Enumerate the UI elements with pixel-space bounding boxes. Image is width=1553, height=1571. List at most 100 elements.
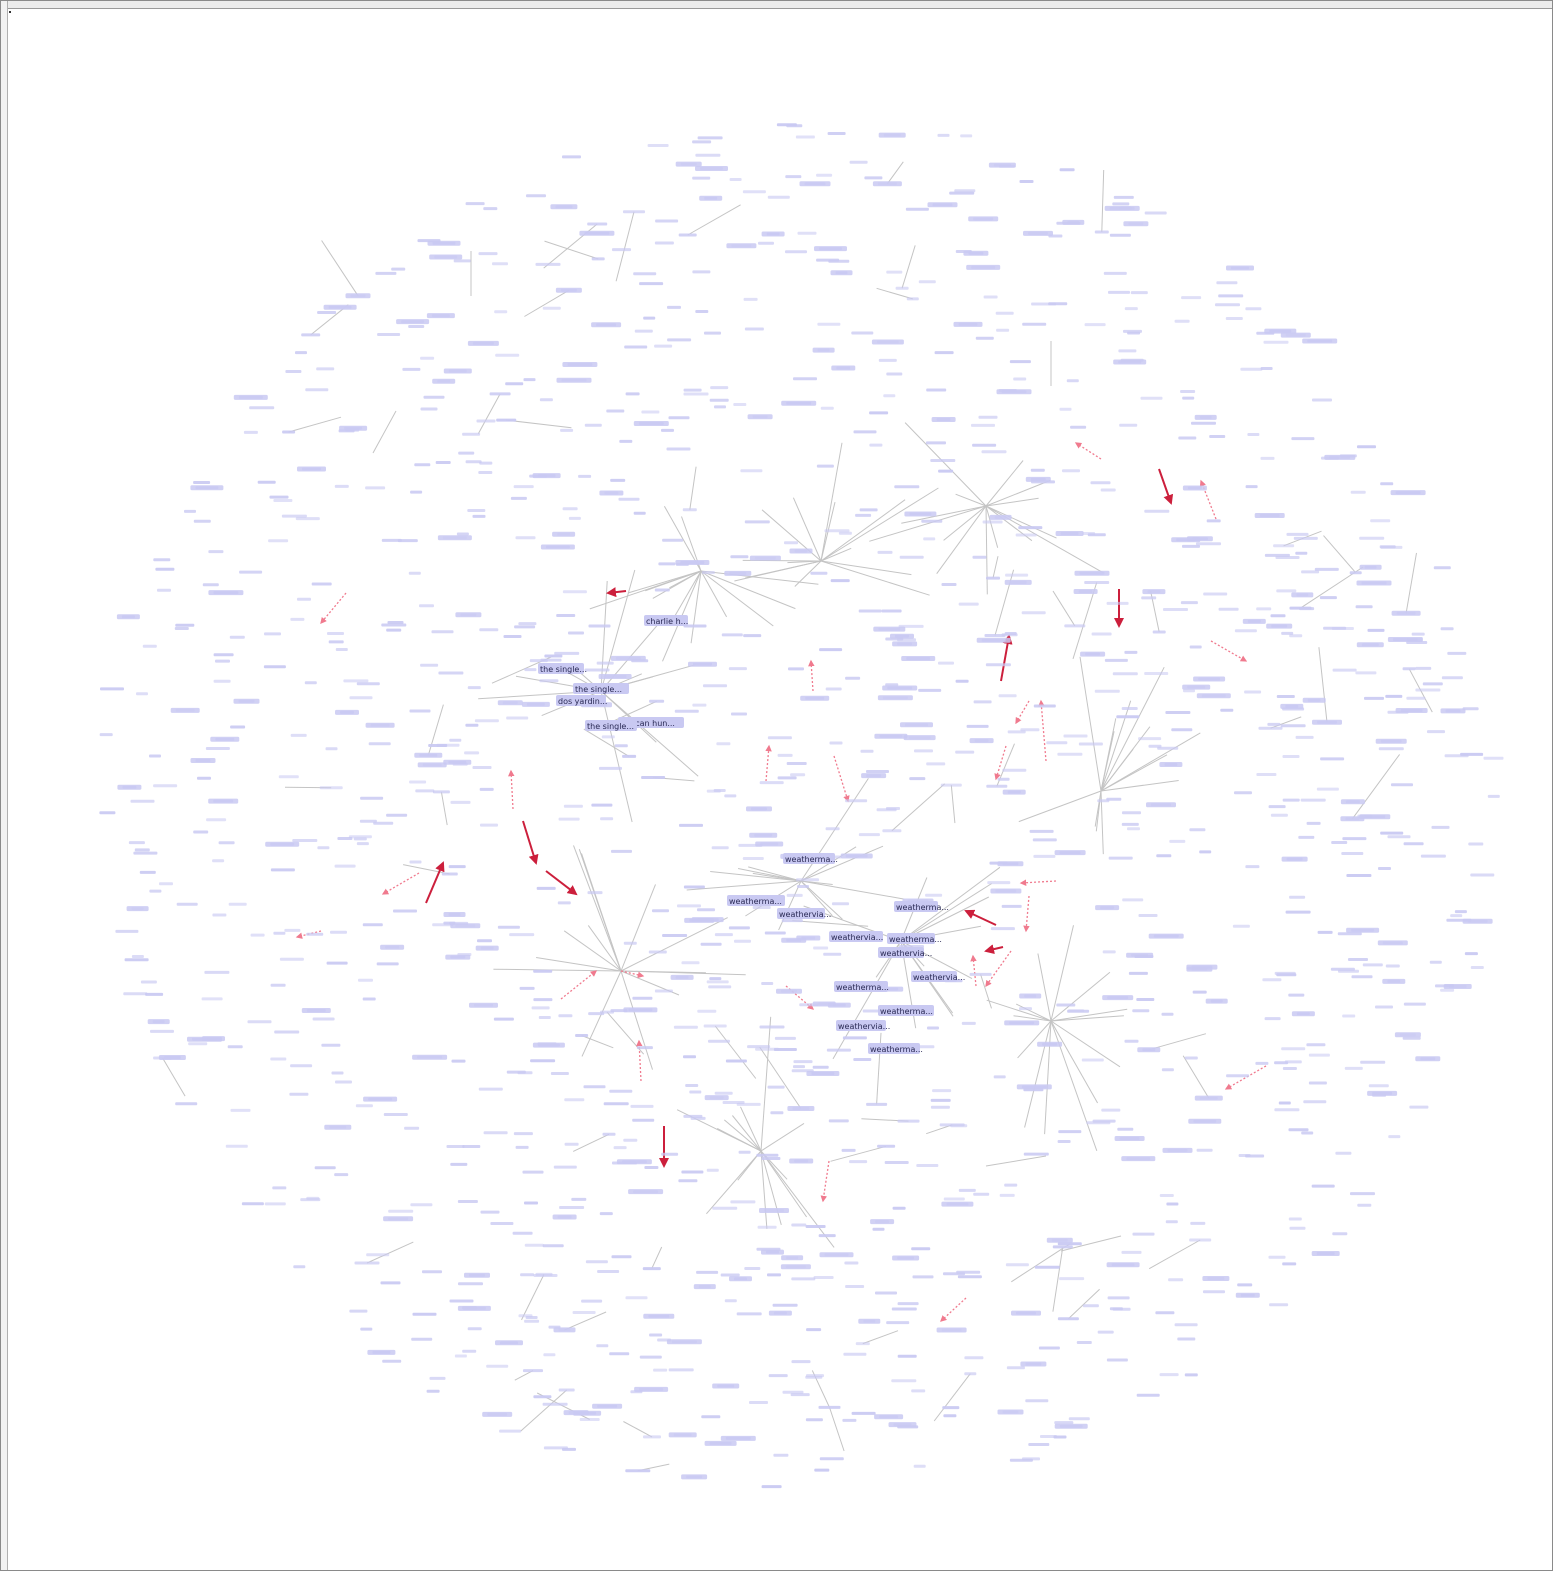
graph-node[interactable] [761,982,774,985]
graph-node[interactable] [492,262,508,266]
graph-node[interactable] [796,878,819,882]
graph-node[interactable] [153,784,178,788]
graph-node[interactable] [1106,1358,1128,1362]
graph-node[interactable] [1262,978,1282,982]
graph-node[interactable] [448,865,466,869]
graph-node[interactable] [1137,1047,1161,1053]
graph-node[interactable] [1028,1443,1050,1446]
graph-node[interactable] [930,459,956,462]
graph-node[interactable] [1391,783,1413,787]
graph-node[interactable] [1245,307,1262,311]
graph-node[interactable] [432,790,450,794]
graph-node[interactable] [1282,707,1305,711]
graph-node[interactable] [1128,971,1148,975]
graph-node[interactable] [552,1214,577,1220]
graph-node[interactable] [1281,856,1308,862]
graph-node[interactable] [1106,1262,1140,1268]
graph-node[interactable] [523,1369,543,1373]
graph-node[interactable] [297,466,326,472]
graph-node[interactable] [869,443,883,447]
graph-node[interactable] [1174,1323,1198,1327]
graph-node[interactable] [1157,746,1179,750]
graph-node[interactable] [365,486,386,490]
graph-node[interactable] [873,626,906,632]
graph-node[interactable] [883,394,896,398]
graph-node[interactable] [316,367,335,371]
graph-node[interactable] [1282,1262,1297,1266]
graph-node[interactable] [588,1012,605,1016]
graph-node[interactable] [483,1131,508,1135]
graph-node[interactable] [366,1253,390,1257]
graph-node[interactable] [264,1202,286,1206]
graph-node[interactable] [819,1252,854,1258]
graph-node[interactable] [985,663,1011,667]
graph-node[interactable] [1146,802,1176,808]
graph-node[interactable] [1260,456,1275,460]
graph-node[interactable] [1242,618,1266,624]
graph-node[interactable] [1359,536,1385,540]
graph-node[interactable] [987,881,1011,885]
graph-node[interactable] [1349,571,1362,575]
graph-node[interactable] [1188,1118,1222,1124]
graph-node[interactable] [1308,1081,1327,1085]
graph-node[interactable] [467,686,481,690]
graph-node[interactable] [1385,964,1400,968]
graph-node[interactable] [1020,1361,1047,1367]
graph-node[interactable] [772,1303,798,1307]
graph-node[interactable] [876,808,897,812]
graph-node[interactable] [306,932,324,936]
graph-node[interactable] [1234,791,1252,795]
graph-node[interactable] [1107,1296,1130,1300]
graph-node[interactable] [1308,1053,1330,1057]
graph-node[interactable] [964,1356,984,1360]
graph-node[interactable] [1356,642,1384,648]
graph-node[interactable] [1237,1283,1253,1287]
graph-node[interactable] [1298,835,1315,839]
graph-node[interactable] [697,136,723,140]
graph-node[interactable] [681,1170,704,1174]
graph-node[interactable] [972,555,987,559]
graph-node[interactable] [1267,722,1281,726]
graph-node[interactable] [362,923,383,927]
graph-node[interactable] [1332,668,1357,672]
graph-node[interactable] [388,1209,414,1213]
graph-node[interactable] [1390,490,1426,496]
graph-node[interactable] [1113,359,1147,365]
graph-node[interactable] [1406,641,1428,644]
graph-node[interactable] [1108,856,1133,860]
graph-node[interactable] [522,1170,544,1174]
graph-node[interactable] [744,520,770,524]
graph-node[interactable] [1350,490,1366,494]
graph-node[interactable] [523,378,536,382]
graph-node[interactable] [281,514,307,518]
graph-node[interactable] [1269,1303,1289,1307]
graph-node[interactable] [583,1085,606,1089]
graph-node[interactable] [334,1173,349,1177]
graph-node[interactable] [886,372,903,376]
graph-node[interactable] [1314,567,1339,571]
graph-node[interactable] [278,775,299,779]
graph-node[interactable] [918,688,942,692]
graph-node[interactable] [1056,1003,1076,1007]
graph-node[interactable] [776,123,797,127]
graph-node[interactable] [710,386,729,390]
graph-node[interactable] [781,1255,804,1261]
graph-node[interactable] [819,648,843,652]
graph-node[interactable] [767,1273,781,1277]
graph-node[interactable] [639,1355,662,1359]
graph-node[interactable] [1203,1290,1225,1294]
graph-node[interactable] [759,781,784,785]
graph-node[interactable] [1415,666,1432,670]
graph-node[interactable] [327,632,344,635]
graph-node[interactable] [1274,1108,1300,1112]
graph-node[interactable] [830,579,850,583]
graph-node[interactable] [449,1299,474,1303]
graph-node[interactable] [860,749,874,753]
graph-node[interactable] [1196,1148,1213,1152]
graph-node[interactable] [688,661,717,667]
graph-node[interactable] [591,257,605,261]
graph-node[interactable] [478,252,498,256]
graph-node[interactable] [402,367,421,371]
graph-node[interactable] [1245,865,1260,869]
graph-node[interactable] [692,140,712,144]
